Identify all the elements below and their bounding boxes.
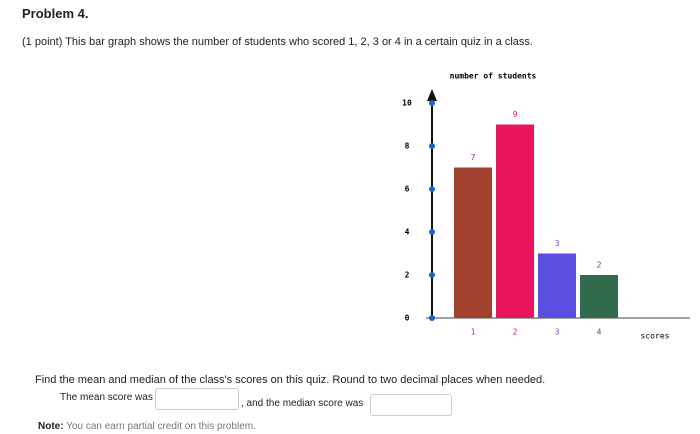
bar bbox=[538, 253, 576, 318]
note: Note: You can earn partial credit on thi… bbox=[38, 421, 256, 432]
value-label: 3 bbox=[555, 239, 560, 248]
x-tick-label: 2 bbox=[513, 328, 518, 337]
problem-title: Problem 4. bbox=[22, 6, 89, 21]
mean-label: The mean score was bbox=[60, 392, 153, 403]
value-label: 2 bbox=[597, 261, 602, 270]
y-tick-label: 6 bbox=[405, 185, 410, 194]
median-input[interactable] bbox=[370, 394, 452, 416]
note-label: Note: bbox=[38, 421, 64, 432]
tick-mark bbox=[429, 315, 435, 321]
median-label: , and the median score was bbox=[241, 398, 364, 409]
y-tick-label: 10 bbox=[402, 99, 412, 108]
bar bbox=[454, 167, 492, 318]
tick-mark bbox=[429, 272, 435, 278]
tick-mark bbox=[429, 100, 435, 106]
y-tick-label: 0 bbox=[405, 314, 410, 323]
x-axis-label: scores bbox=[641, 332, 670, 341]
problem-prompt: (1 point) This bar graph shows the numbe… bbox=[22, 36, 533, 48]
value-label: 7 bbox=[471, 153, 476, 162]
y-axis-label: number of students bbox=[450, 72, 537, 81]
note-text: You can earn partial credit on this prob… bbox=[66, 421, 256, 432]
bar bbox=[580, 275, 618, 318]
question: Find the mean and median of the class's … bbox=[35, 374, 546, 386]
axis-arrow bbox=[427, 89, 437, 101]
tick-mark bbox=[429, 229, 435, 235]
x-tick-label: 4 bbox=[597, 328, 602, 337]
tick-mark bbox=[429, 143, 435, 149]
y-tick-label: 8 bbox=[405, 142, 410, 151]
bar bbox=[496, 124, 534, 318]
tick-mark bbox=[429, 186, 435, 192]
y-tick-label: 2 bbox=[405, 271, 410, 280]
x-tick-label: 1 bbox=[471, 328, 476, 337]
mean-input[interactable] bbox=[155, 388, 239, 410]
value-label: 9 bbox=[513, 110, 518, 119]
x-tick-label: 3 bbox=[555, 328, 560, 337]
y-tick-label: 4 bbox=[405, 228, 410, 237]
